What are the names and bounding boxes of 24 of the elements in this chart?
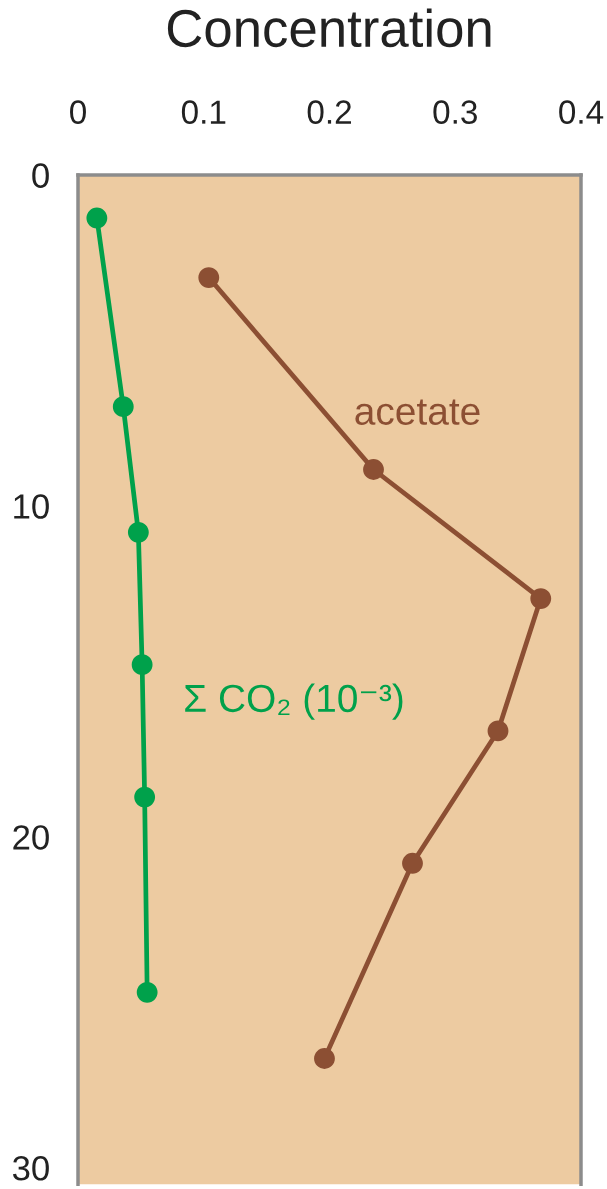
x-axis-title: Concentration <box>167 8 491 48</box>
point <box>136 981 158 1003</box>
point <box>314 1048 335 1069</box>
y-tick-label: 20 <box>13 825 49 850</box>
point <box>127 521 149 543</box>
series-label: Σ CO₂ (10⁻³) <box>185 683 403 720</box>
x-tick-label: 0.3 <box>433 100 477 124</box>
point <box>112 396 134 418</box>
point <box>86 207 108 229</box>
x-tick-label: 0 <box>70 100 86 124</box>
point <box>131 654 153 676</box>
point <box>487 720 509 742</box>
point <box>530 588 552 609</box>
x-tick-label: 0.2 <box>307 100 351 124</box>
x-tick-label: 0.1 <box>181 100 226 124</box>
y-tick-label: 10 <box>14 494 49 519</box>
series-label: acetate <box>355 399 480 425</box>
point <box>363 459 384 480</box>
point <box>134 786 156 808</box>
y-tick-label: 30 <box>12 1156 49 1181</box>
point <box>402 852 423 874</box>
y-tick-label: 0 <box>32 163 49 188</box>
x-tick-label: 0.4 <box>559 100 604 124</box>
point <box>198 267 220 288</box>
